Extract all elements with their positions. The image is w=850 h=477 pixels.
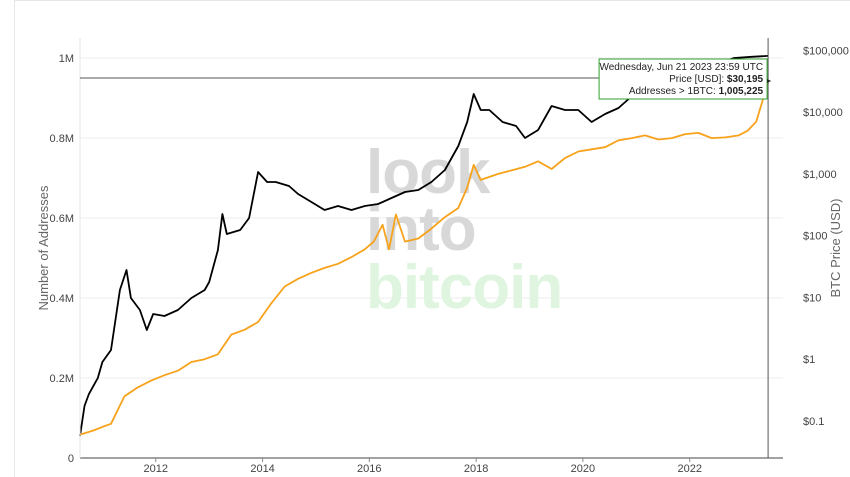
x-tick-label: 2018	[464, 463, 488, 475]
price-series-line[interactable]	[79, 82, 769, 436]
y-right-tick-label: $1,000	[803, 169, 837, 181]
y-right-tick-label: $100,000	[803, 45, 849, 57]
y-right-tick-label: $10,000	[803, 107, 843, 119]
x-tick-label: 2020	[571, 463, 595, 475]
tooltip-price: Price [USD]: $30,195	[669, 74, 763, 85]
y-left-tick-label: 0.8M	[50, 133, 74, 145]
tooltip-pointer	[767, 79, 772, 83]
y-right-tick-label: $1	[803, 354, 815, 366]
x-tick-label: 2012	[143, 463, 167, 475]
series-layer	[79, 55, 769, 437]
chart-frame	[14, 0, 850, 477]
x-tick-label: 2014	[250, 463, 274, 475]
tooltip-date: Wednesday, Jun 21 2023 23:59 UTC	[599, 62, 763, 73]
x-tick-label: 2016	[357, 463, 381, 475]
axes-layer: 1M 0.8M 0.6M 0.4M 0.2M 0 2012 2014 2016 2018 2020 2…	[36, 38, 849, 475]
y-left-tick-label: 0	[68, 453, 74, 465]
y-left-tick-label: 0.6M	[50, 213, 74, 225]
y-right-tick-label: $0.1	[803, 416, 824, 428]
watermark-word-bitcoin: bitcoin	[366, 253, 562, 322]
y-left-tick-label: 1M	[59, 53, 74, 65]
tooltip-addresses: Addresses > 1BTC: 1,005,225	[629, 86, 764, 97]
y-right-tick-label: $100	[803, 231, 827, 243]
y-right-tick-label: $10	[803, 292, 821, 304]
y-left-tick-label: 0.4M	[50, 293, 74, 305]
y-right-axis-title: BTC Price (USD)	[828, 199, 843, 298]
x-tick-label: 2022	[677, 463, 701, 475]
y-left-tick-label: 0.2M	[50, 373, 74, 385]
y-left-axis-title: Number of Addresses	[36, 185, 51, 311]
addresses-series-line[interactable]	[79, 55, 769, 437]
tooltip-box	[598, 58, 768, 100]
